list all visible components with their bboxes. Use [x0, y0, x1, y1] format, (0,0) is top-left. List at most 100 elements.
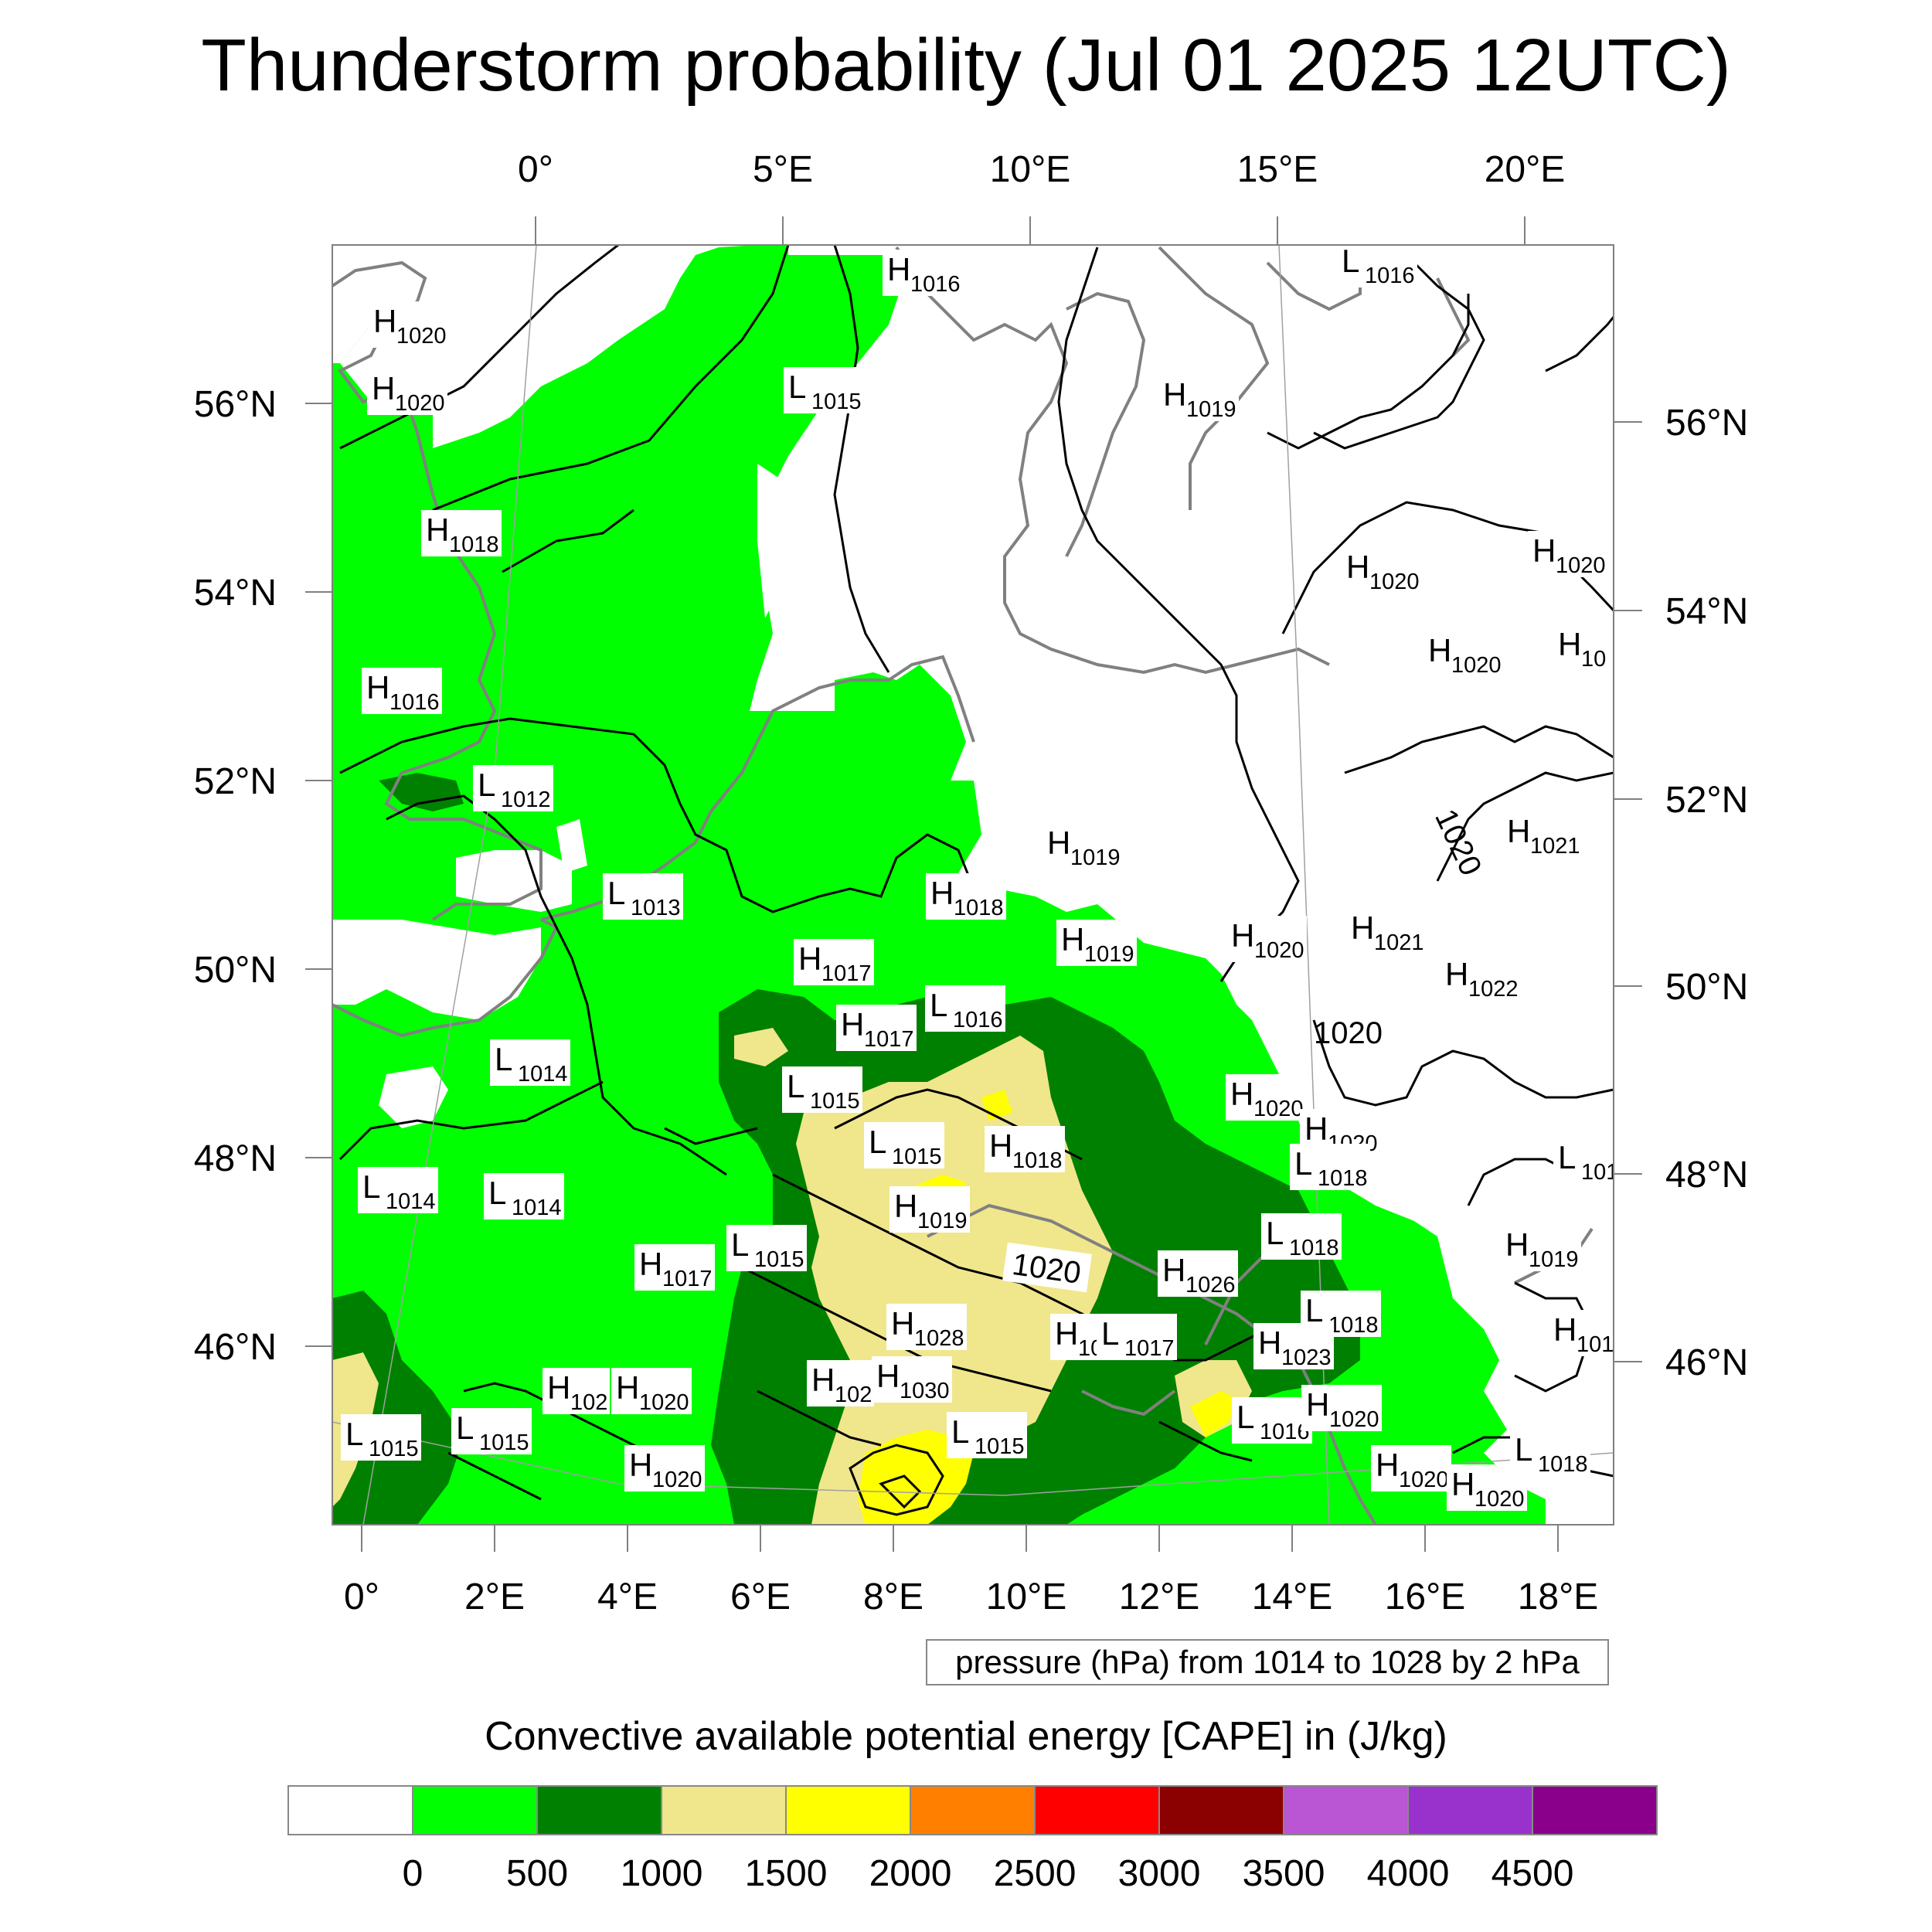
pressure-center-label: H 1018: [985, 1126, 1065, 1173]
pressure-center-letter: L: [869, 1124, 886, 1160]
pressure-center-label: H 1017: [794, 939, 874, 986]
colorbar-label: 500: [506, 1853, 568, 1894]
pressure-center-value: 1021: [1530, 834, 1580, 859]
pressure-center-value: 1018: [1328, 1313, 1379, 1338]
pressure-center-letter: H: [1445, 956, 1468, 992]
pressure-center-value: 1016: [910, 272, 961, 297]
cape-hole-uk: [332, 920, 541, 1020]
pressure-center-letter: H: [989, 1128, 1012, 1164]
pressure-center-value: 1019: [1529, 1247, 1579, 1272]
colorbar-swatch: [1034, 1785, 1160, 1835]
pressure-center-value: 1022: [1468, 977, 1519, 1002]
pressure-center-value: 1016: [1260, 1420, 1310, 1444]
pressure-center-letter: H: [1163, 376, 1186, 413]
pressure-center-value: 1020: [1399, 1468, 1449, 1492]
pressure-center-value: 1014: [512, 1196, 562, 1220]
colorbar-swatch: [1283, 1785, 1409, 1835]
pressure-center-value: 1020: [1475, 1487, 1525, 1512]
lat-tick-label: 56°N: [194, 384, 277, 425]
pressure-center-label: H 101: [1549, 1310, 1614, 1357]
pressure-center-letter: L: [362, 1168, 380, 1205]
lon-tick-label: 14°E: [1252, 1577, 1333, 1617]
lon-tick-label: 12°E: [1119, 1577, 1200, 1617]
pressure-center-value: 101: [1581, 1160, 1618, 1185]
pressure-center-letter: L: [1515, 1431, 1532, 1468]
pressure-center-value: 1015: [892, 1145, 942, 1169]
pressure-center-letter: H: [1346, 549, 1369, 585]
pressure-center-value: 1016: [389, 690, 440, 715]
pressure-center-label: H 1022: [1440, 954, 1521, 1002]
lon-tick-label: 6°E: [730, 1577, 791, 1617]
cape-hole-channel: [456, 850, 572, 912]
pressure-center-value: 1019: [917, 1209, 968, 1233]
pressure-center-letter: H: [616, 1369, 639, 1406]
pressure-center-value: 1014: [386, 1189, 436, 1214]
pressure-center-value: 1020: [639, 1390, 689, 1415]
pressure-center-label: H 1019: [1501, 1225, 1581, 1272]
pressure-center-value: 1018: [1318, 1166, 1368, 1191]
pressure-center-label: L 1014: [358, 1167, 438, 1214]
pressure-center-letter: L: [607, 875, 625, 911]
pressure-contour-note: pressure (hPa) from 1014 to 1028 by 2 hP…: [926, 1639, 1609, 1685]
pressure-center-label: H 1018: [926, 873, 1006, 920]
pressure-center-value: 1012: [501, 787, 551, 812]
map-frame: [332, 244, 1614, 1526]
pressure-center-label: H 1019: [1043, 823, 1123, 870]
pressure-center-label: L 1018: [1261, 1213, 1342, 1260]
pressure-center-letter: L: [787, 1068, 804, 1104]
pressure-center-letter: L: [495, 1041, 512, 1077]
pressure-center-value: 1020: [396, 324, 447, 349]
pressure-center-value: 102: [570, 1390, 607, 1415]
colorbar-swatch: [1158, 1785, 1284, 1835]
cape-hole-northsea: [757, 464, 781, 618]
pressure-center-value: 1015: [810, 1089, 860, 1114]
pressure-center-label: L 1015: [864, 1122, 944, 1169]
right-latitude-labels: 56°N 54°N 52°N 50°N 48°N 46°N: [1665, 403, 1748, 1383]
pressure-center-letter: H: [1231, 917, 1254, 954]
colorbar-label: 0: [403, 1853, 423, 1894]
pressure-center-label: L 1014: [490, 1039, 570, 1087]
pressure-center-label: L 1014: [484, 1173, 564, 1220]
colorbar-label: 4000: [1367, 1853, 1450, 1894]
left-latitude-labels: 56°N 54°N 52°N 50°N 48°N 46°N: [194, 384, 277, 1368]
pressure-center-letter: L: [1342, 243, 1359, 279]
pressure-center-letter: L: [930, 987, 947, 1023]
pressure-center-letter: H: [372, 370, 395, 406]
lon-tick-label: 4°E: [597, 1577, 658, 1617]
pressure-center-letter: H: [1061, 921, 1084, 957]
pressure-center-label: H 1019: [1056, 920, 1137, 967]
pressure-center-label: L 1015: [726, 1225, 807, 1272]
pressure-center-value: 1020: [1556, 553, 1606, 578]
lat-tick-label: 56°N: [1665, 403, 1748, 444]
pressure-center-value: 102: [835, 1383, 872, 1407]
pressure-center-label: H 1021: [1502, 811, 1583, 859]
pressure-center-letter: L: [1558, 1139, 1576, 1175]
lat-tick-label: 52°N: [194, 761, 277, 802]
pressure-center-value: 1020: [1369, 570, 1420, 594]
colorbar-label: 1500: [745, 1853, 828, 1894]
pressure-center-letter: L: [478, 767, 495, 803]
pressure-center-letter: H: [629, 1447, 652, 1483]
pressure-center-letter: H: [841, 1006, 864, 1043]
pressure-center-label: L 1015: [784, 367, 864, 414]
top-longitude-labels: 0° 5°E 10°E 15°E 20°E: [518, 149, 1565, 190]
pressure-center-label: H 1019: [1158, 375, 1239, 422]
pressure-center-value: 1026: [1185, 1273, 1236, 1298]
pressure-center-label: L 1016: [1232, 1397, 1312, 1444]
pressure-center-letter: H: [1304, 1111, 1328, 1147]
pressure-center-value: 1017: [662, 1267, 713, 1291]
pressure-center-value: 1013: [631, 896, 681, 920]
lat-tick-label: 50°N: [1665, 967, 1748, 1008]
pressure-center-value: 101: [1577, 1332, 1614, 1357]
colorbar-swatch: [536, 1785, 662, 1835]
lon-tick-label: 10°E: [986, 1577, 1067, 1617]
pressure-center-letter: H: [366, 669, 389, 706]
pressure-center-value: 1020: [1451, 653, 1502, 678]
pressure-center-letter: H: [1507, 813, 1530, 849]
